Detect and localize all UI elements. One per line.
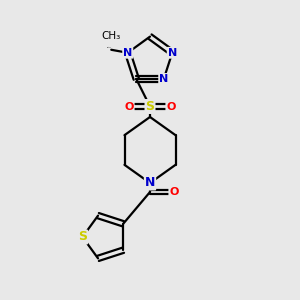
Text: N: N — [123, 48, 132, 58]
Text: CH₃: CH₃ — [102, 32, 121, 41]
Text: S: S — [78, 230, 87, 244]
Text: N: N — [159, 74, 168, 84]
Text: methyl: methyl — [107, 47, 112, 48]
Text: N: N — [145, 176, 155, 190]
Text: S: S — [146, 100, 154, 113]
Text: O: O — [169, 187, 179, 197]
Text: O: O — [166, 101, 176, 112]
Text: O: O — [124, 101, 134, 112]
Text: N: N — [168, 48, 177, 58]
